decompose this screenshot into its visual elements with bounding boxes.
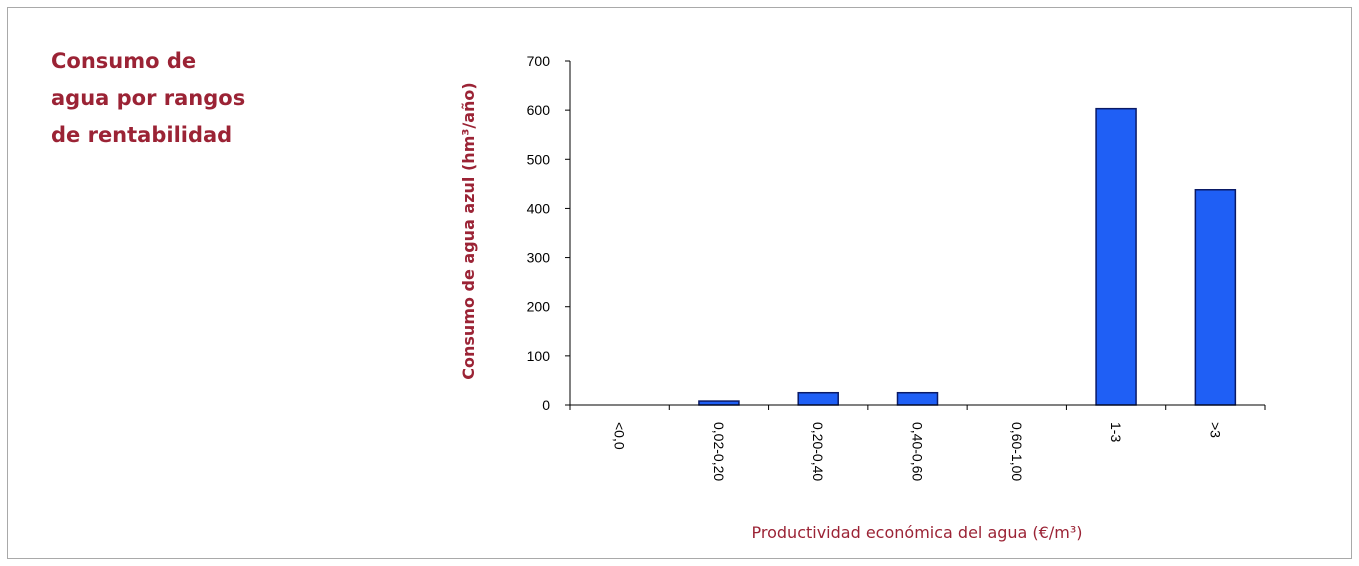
- bar-2: [797, 391, 839, 406]
- x-axis-title: Productividad económica del agua (€/m³): [752, 523, 1083, 542]
- axes-group: 0 100 200 300 400 500 600 700 <0,0 0,02-0,20 0,20-…: [527, 53, 1266, 481]
- y-tick-label-3: 300: [527, 250, 551, 266]
- bar-3: [896, 391, 939, 406]
- y-tick-label-2: 200: [527, 299, 551, 315]
- side-title-line-3: de rentabilidad: [51, 123, 233, 147]
- y-tick-label-0: 0: [542, 397, 550, 413]
- y-tick-label-4: 400: [527, 200, 551, 216]
- x-tick-label-2: 0,20-0,40: [810, 422, 826, 481]
- x-tick-label-1: 0,02-0,20: [711, 422, 727, 481]
- side-title-line-2: agua por rangos: [51, 86, 246, 110]
- x-tick-label-5: 1-3: [1108, 422, 1124, 442]
- x-tick-label-3: 0,40-0,60: [910, 422, 926, 481]
- side-title-line-1: Consumo de: [51, 49, 197, 73]
- x-tick-label-6: >3: [1207, 422, 1223, 438]
- bar-1: [698, 400, 740, 406]
- x-tick-label-0: <0,0: [612, 422, 628, 450]
- side-title: Consumo de agua por rangos de rentabilid…: [51, 43, 311, 154]
- y-axis-title: Consumo de agua azul (hm³/año): [459, 82, 478, 379]
- y-tick-label-6: 600: [527, 102, 551, 118]
- bar-6: [1194, 189, 1237, 406]
- bars-group: [698, 107, 1237, 406]
- y-tick-label-5: 500: [527, 151, 551, 167]
- y-tick-label-7: 700: [527, 53, 551, 69]
- bar-5: [1095, 107, 1137, 406]
- y-tick-label-1: 100: [527, 348, 551, 364]
- x-tick-label-4: 0,60-1,00: [1009, 422, 1025, 481]
